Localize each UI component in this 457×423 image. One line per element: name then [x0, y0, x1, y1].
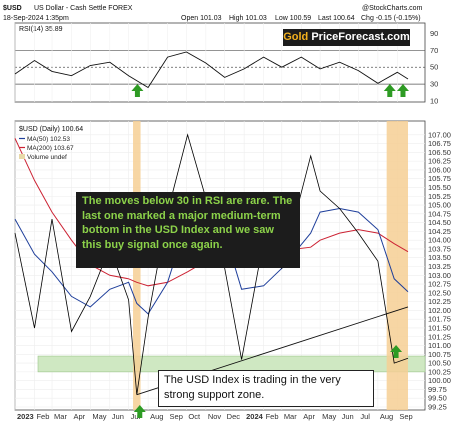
x-tick-label: Jul — [360, 412, 370, 421]
price-tick-label: 102.00 — [428, 306, 451, 315]
up-arrow-icon — [390, 345, 403, 358]
highlight-period — [386, 121, 408, 410]
rsi-buy-signal-arrow — [131, 84, 144, 97]
x-tick-label: Feb — [36, 412, 49, 421]
price-tick-label: 103.25 — [428, 262, 451, 271]
price-tick-label: 100.25 — [428, 367, 451, 376]
rsi-tick-label: 10 — [430, 97, 438, 106]
price-tick-label: 105.50 — [428, 183, 451, 192]
x-tick-label: 2024 — [246, 412, 264, 421]
watermark-logo: Gold PriceForecast.com — [283, 29, 410, 46]
rsi-tick-label: 30 — [430, 80, 438, 89]
header-chg: Chg -0.15 (-0.15%) — [361, 15, 421, 22]
up-arrow-icon — [383, 84, 396, 97]
price-tick-label: 104.25 — [428, 227, 451, 236]
x-tick-label: Sep — [399, 412, 412, 421]
rsi-tick-label: 70 — [430, 46, 438, 55]
x-tick-label: Apr — [303, 412, 315, 421]
price-tick-label: 105.00 — [428, 201, 451, 210]
price-tick-label: 106.75 — [428, 139, 451, 148]
x-tick-label: May — [322, 412, 336, 421]
x-tick-label: Aug — [380, 412, 393, 421]
header-open: Open 101.03 — [181, 15, 222, 22]
price-tick-label: 105.25 — [428, 192, 451, 201]
legend-swatch-volume — [19, 154, 25, 159]
header-name: US Dollar - Cash Settle FOREX — [34, 5, 133, 12]
header-high: High 101.03 — [229, 15, 267, 22]
price-tick-label: 100.50 — [428, 359, 451, 368]
price-legend-volume: Volume undef — [27, 154, 67, 161]
price-legend-ma50: MA(50) 102.53 — [27, 136, 70, 143]
header-date: 18-Sep-2024 1:35pm — [3, 15, 69, 22]
x-tick-label: Feb — [266, 412, 279, 421]
x-tick-label: Oct — [188, 412, 201, 421]
price-tick-label: 103.00 — [428, 271, 451, 280]
price-tick-label: 106.50 — [428, 148, 451, 157]
x-tick-label: Nov — [208, 412, 222, 421]
price-tick-label: 101.00 — [428, 341, 451, 350]
x-tick-label: Apr — [74, 412, 86, 421]
x-tick-label: Mar — [284, 412, 297, 421]
up-arrow-icon — [133, 405, 146, 418]
rsi-tick-label: 50 — [430, 63, 438, 72]
price-legend-ma200: MA(200) 103.67 — [27, 145, 74, 152]
price-tick-label: 103.50 — [428, 253, 451, 262]
rsi-tick-label: 90 — [430, 29, 438, 38]
price-tick-label: 101.75 — [428, 315, 451, 324]
up-arrow-icon — [396, 84, 409, 97]
x-tick-labels: 2023 Feb Mar Apr May Jun Jul Aug Sep Oct Nov Dec 202… — [17, 412, 413, 421]
price-tick-label: 104.00 — [428, 236, 451, 245]
price-tick-label: 104.75 — [428, 209, 451, 218]
x-tick-label: Dec — [227, 412, 241, 421]
x-tick-label: Jul — [131, 412, 141, 421]
up-arrow-icon — [131, 84, 144, 97]
rsi-buy-signals — [131, 84, 409, 97]
x-tick-label: 2023 — [17, 412, 34, 421]
price-tick-label: 102.25 — [428, 297, 451, 306]
rsi-tick-labels: 90 70 50 30 10 — [430, 29, 438, 106]
x-tick-label: Jun — [342, 412, 354, 421]
price-buy-signal-arrow — [390, 345, 403, 358]
x-tick-label: Jun — [112, 412, 124, 421]
header-last: Last 100.64 — [318, 15, 355, 22]
price-tick-label: 102.50 — [428, 288, 451, 297]
header-source: @StockCharts.com — [362, 5, 423, 12]
price-tick-label: 99.25 — [428, 403, 447, 412]
header-low: Low 100.59 — [275, 15, 311, 22]
price-buy-signal-arrow — [133, 405, 146, 418]
rsi-legend: RSI(14) 35.89 — [19, 26, 63, 33]
price-legend-main: $USD (Daily) 100.64 — [19, 126, 83, 133]
price-tick-label: 107.00 — [428, 130, 451, 139]
x-tick-label: Aug — [150, 412, 163, 421]
price-tick-label: 101.25 — [428, 332, 451, 341]
price-buy-signals — [133, 345, 403, 418]
x-tick-label: Sep — [170, 412, 183, 421]
rsi-buy-signal-arrow — [383, 84, 396, 97]
x-tick-label: Mar — [54, 412, 67, 421]
rsi-buy-signal-arrow — [396, 84, 409, 97]
price-tick-label: 100.00 — [428, 376, 451, 385]
price-tick-label: 102.75 — [428, 280, 451, 289]
price-tick-labels: 107.00106.75106.50106.25106.00105.75105.… — [428, 130, 451, 411]
support-annotation: The USD Index is trading in the very str… — [158, 370, 374, 407]
price-tick-label: 99.50 — [428, 394, 447, 403]
rsi-grid — [14, 23, 425, 102]
price-tick-label: 100.75 — [428, 350, 451, 359]
header-symbol: $USD — [3, 5, 22, 12]
rsi-series-line — [14, 51, 409, 89]
price-tick-label: 103.75 — [428, 244, 451, 253]
price-tick-label: 99.75 — [428, 385, 447, 394]
rsi-annotation: The moves below 30 in RSI are rare. The … — [76, 192, 300, 268]
price-tick-label: 104.50 — [428, 218, 451, 227]
price-tick-label: 106.25 — [428, 157, 451, 166]
price-tick-label: 101.50 — [428, 323, 451, 332]
price-tick-label: 106.00 — [428, 165, 451, 174]
price-tick-label: 105.75 — [428, 174, 451, 183]
x-tick-label: May — [92, 412, 106, 421]
